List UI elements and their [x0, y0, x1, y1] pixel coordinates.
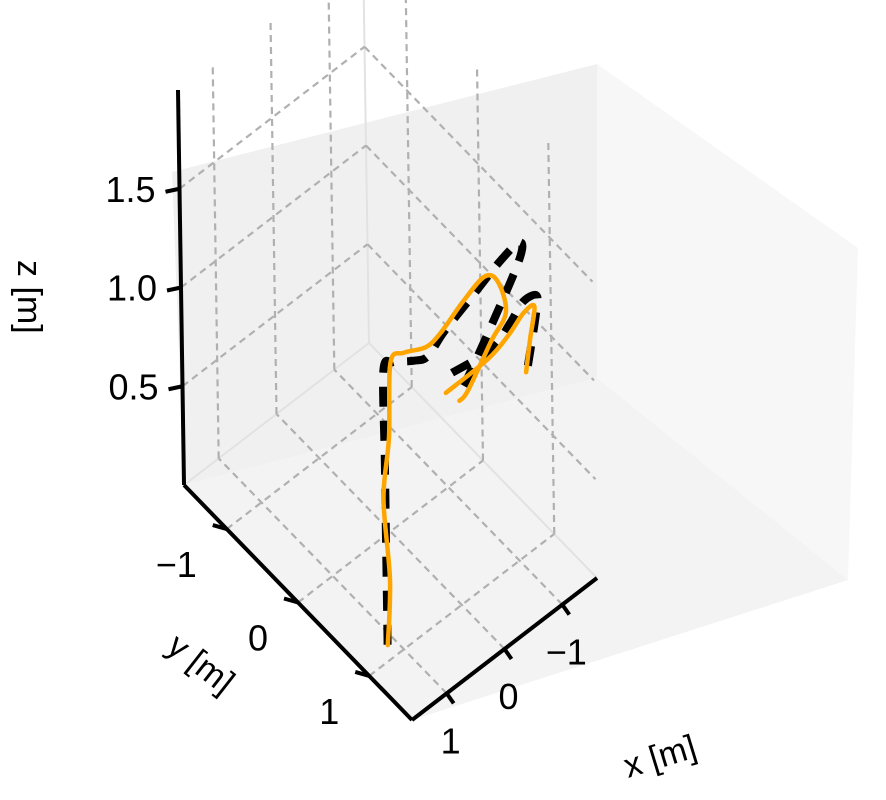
pane-back-left: [172, 64, 597, 485]
actual-trajectory-line: [381, 272, 509, 648]
y-tick-mark: [212, 523, 228, 531]
z-tick-mark: [168, 384, 183, 392]
x-tick-mark: [502, 647, 514, 661]
z-tick-label: 1.5: [105, 169, 155, 210]
y-axis-label: y [m]: [160, 626, 241, 701]
y-tick-label: 1: [319, 691, 339, 732]
z-gridline-right-wall: [365, 144, 595, 382]
x-tick-label: −1: [546, 632, 587, 673]
pane-floor: [184, 378, 848, 720]
x-gridline-wall: [327, 0, 336, 370]
pane-back-right: [597, 64, 858, 580]
x-gridline-wall: [269, 18, 278, 415]
z-tick-label: 1.0: [107, 268, 157, 309]
axes: [165, 89, 599, 722]
z-gridline-left-wall: [181, 243, 369, 388]
x-tick-label: 0: [498, 676, 518, 717]
data-series: [379, 238, 542, 648]
z-gridline-left-wall: [180, 144, 367, 289]
reference-trajectory-line: [379, 238, 527, 645]
y-gridline-floor: [297, 459, 484, 604]
y-gridline-floor: [368, 533, 555, 677]
z-axis-label: z [m]: [10, 260, 48, 334]
x-axis-label: x [m]: [619, 728, 701, 786]
actual-trajectory-line: [443, 302, 537, 396]
z-gridline-right-wall: [363, 45, 594, 283]
z-gridline-left-wall: [178, 45, 366, 190]
x-gridline-floor: [217, 457, 448, 695]
y-tick-label: −1: [156, 544, 197, 585]
z-tick-mark: [165, 186, 180, 194]
z-gridline-right-wall: [366, 243, 597, 481]
x-gridline-floor: [333, 368, 564, 606]
y-gridline-wall: [475, 65, 485, 461]
y-tick-label: 0: [248, 618, 268, 659]
x-tick-label: 1: [441, 720, 461, 761]
y-tick-mark: [283, 596, 299, 605]
x-gridline-wall: [211, 63, 220, 459]
y-tick-mark: [354, 670, 370, 678]
y-gridline-floor: [226, 386, 413, 530]
x-gridline-floor: [275, 413, 506, 650]
grid-lines: [178, 0, 598, 695]
x-tick-mark: [445, 692, 456, 705]
z-tick-mark: [166, 285, 182, 293]
x-tick-mark: [560, 603, 571, 616]
z-tick-label: 0.5: [108, 366, 158, 407]
